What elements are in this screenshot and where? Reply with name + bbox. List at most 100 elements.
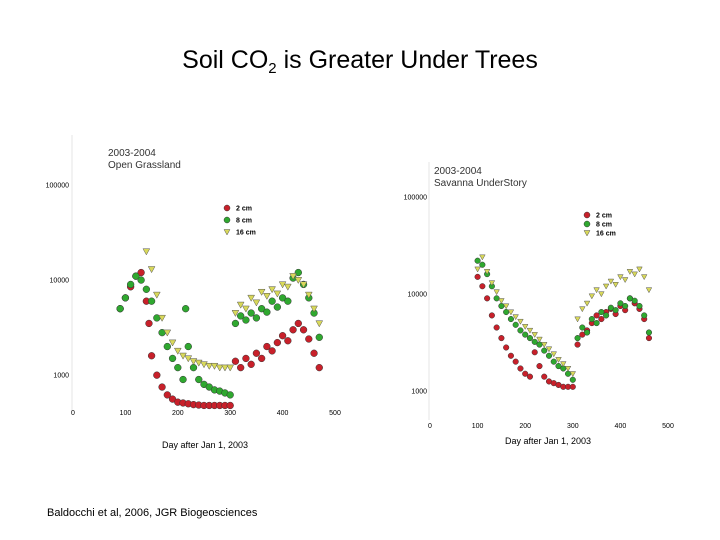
data-point	[622, 302, 629, 310]
data-point	[137, 276, 145, 284]
data-point	[257, 354, 266, 363]
data-point	[310, 349, 318, 357]
data-point	[263, 308, 271, 316]
data-point	[512, 358, 519, 365]
title-subscript: 2	[268, 60, 277, 77]
data-point	[168, 339, 177, 347]
data-point	[555, 357, 562, 363]
x-tick-label: 500	[662, 423, 674, 430]
slide-title: Soil CO2 is Greater Under Trees	[0, 46, 720, 77]
data-point	[498, 335, 505, 342]
data-point	[488, 312, 495, 319]
data-point	[294, 268, 302, 277]
data-point	[626, 269, 634, 275]
y-tick-label: 1000	[53, 373, 69, 380]
data-point	[315, 363, 323, 372]
x-tick-label: 0	[71, 410, 75, 417]
data-point	[242, 354, 250, 363]
data-point	[474, 266, 481, 273]
data-point	[179, 375, 187, 384]
data-point	[231, 310, 240, 317]
data-point	[174, 363, 182, 372]
data-point	[153, 371, 161, 379]
data-point	[598, 291, 605, 298]
data-point	[252, 349, 261, 357]
x-tick-label: 300	[224, 410, 236, 417]
data-point	[226, 391, 234, 399]
data-point	[579, 306, 586, 313]
x-tick-label: 500	[329, 410, 341, 417]
data-point	[474, 257, 481, 264]
data-point	[479, 283, 486, 290]
data-point	[263, 342, 271, 351]
data-point	[636, 302, 643, 310]
data-point	[257, 305, 266, 313]
data-point	[641, 312, 648, 319]
data-point	[583, 300, 591, 307]
data-point	[294, 319, 302, 328]
data-point	[593, 287, 600, 294]
data-point	[147, 352, 156, 360]
data-point	[621, 277, 629, 284]
series-2-cm	[474, 273, 653, 390]
data-point	[242, 316, 250, 324]
data-point	[484, 295, 491, 302]
data-point	[163, 342, 171, 351]
data-point	[305, 335, 313, 343]
data-point	[247, 309, 255, 317]
chart-subtitle: Open Grassland	[108, 160, 181, 171]
data-point	[158, 314, 166, 322]
data-point	[315, 333, 323, 341]
data-point	[488, 280, 496, 287]
data-point	[522, 370, 529, 377]
data-point	[237, 312, 245, 320]
x-tick-label: 100	[472, 423, 484, 430]
data-point	[564, 366, 572, 372]
data-point	[493, 289, 500, 296]
data-point	[145, 319, 153, 328]
data-point	[137, 268, 145, 277]
chart-title: 2003-2004	[108, 148, 156, 159]
citation: Baldocchi et al, 2006, JGR Biogeoscience…	[47, 507, 258, 519]
x-tick-label: 400	[615, 423, 627, 430]
data-point	[268, 347, 276, 355]
legend-label: 2 cm	[236, 206, 252, 213]
data-point	[257, 288, 266, 296]
data-point	[574, 335, 581, 342]
data-point	[545, 346, 553, 353]
data-point	[236, 301, 245, 309]
data-point	[507, 352, 514, 359]
data-point	[526, 373, 534, 380]
data-point	[278, 281, 287, 289]
data-point	[603, 312, 610, 319]
data-point	[278, 332, 287, 340]
data-point	[569, 371, 577, 378]
legend-label: 8 cm	[236, 218, 252, 225]
series-16-cm	[474, 254, 653, 378]
data-point	[315, 320, 324, 328]
data-point	[521, 324, 529, 330]
data-point	[536, 336, 543, 343]
x-tick-label: 200	[172, 410, 184, 417]
x-tick-label: 200	[519, 423, 531, 430]
data-point	[278, 294, 287, 302]
chart-title: 2003-2004	[434, 166, 482, 177]
data-point	[498, 298, 505, 305]
data-point	[163, 329, 172, 337]
data-point	[268, 297, 276, 305]
data-point	[121, 294, 130, 302]
legend-marker	[223, 216, 231, 224]
series-8-cm	[474, 257, 653, 383]
data-point	[593, 320, 600, 327]
legend-label: 16 cm	[236, 230, 256, 237]
data-point	[299, 326, 308, 334]
data-point	[612, 282, 619, 288]
data-point	[205, 362, 214, 370]
data-point	[231, 357, 240, 365]
data-point	[503, 344, 510, 351]
data-point	[184, 342, 192, 351]
data-point	[479, 261, 486, 268]
data-point	[493, 324, 500, 331]
x-tick-label: 300	[567, 423, 579, 430]
data-point	[607, 278, 615, 285]
